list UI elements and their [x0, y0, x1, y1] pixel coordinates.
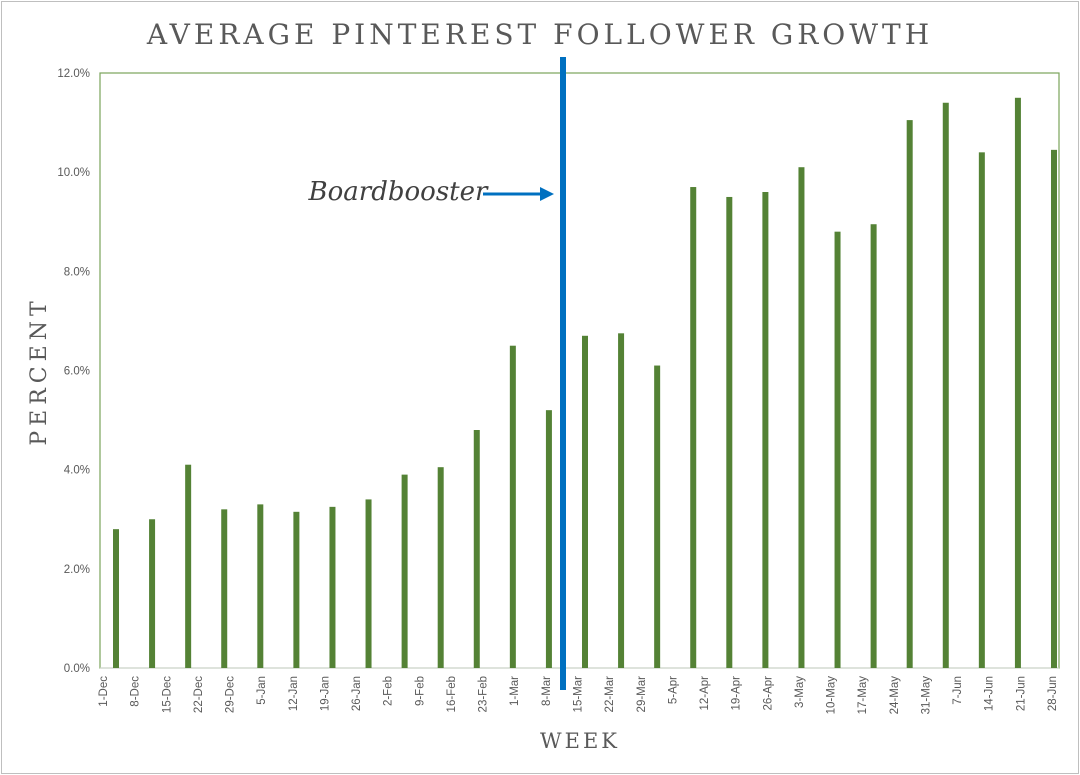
y-axis-label: PERCENT — [27, 296, 52, 445]
y-tick-label: 12.0% — [57, 68, 90, 80]
x-tick-label: 23-Feb — [478, 676, 490, 712]
bar — [293, 511, 300, 668]
bar — [654, 365, 661, 668]
x-tick-label: 10-May — [826, 676, 838, 715]
y-tick-label: 2.0% — [64, 564, 90, 576]
bar — [509, 345, 516, 668]
x-tick-label: 15-Dec — [161, 676, 173, 713]
bar — [545, 410, 552, 668]
bar — [257, 504, 264, 668]
x-tick-label: 16-Feb — [446, 676, 458, 712]
x-tick-label: 26-Apr — [762, 676, 774, 711]
x-tick-label: 12-Jan — [288, 676, 300, 711]
x-tick-label: 14-Jun — [984, 676, 996, 711]
x-tick-label: 7-Jun — [952, 676, 964, 705]
bar — [1051, 149, 1057, 668]
plot-area — [99, 72, 1060, 669]
bar — [401, 474, 408, 668]
bar — [942, 102, 949, 668]
bar — [834, 231, 841, 668]
bar — [185, 464, 192, 668]
chart-title: AVERAGE PINTEREST FOLLOWER GROWTH — [146, 18, 933, 51]
bar — [726, 196, 733, 669]
x-tick-label: 8-Dec — [130, 676, 142, 707]
x-tick-label: 22-Mar — [604, 676, 616, 713]
bar — [618, 333, 625, 668]
x-tick-label: 1-Mar — [509, 676, 521, 706]
bar — [870, 224, 877, 668]
bar — [149, 519, 156, 668]
x-tick-label: 17-May — [857, 676, 869, 715]
arrow-right-icon — [540, 187, 554, 201]
x-tick-label: 21-Jun — [1015, 676, 1027, 711]
x-tick-label: 28-Jun — [1047, 676, 1059, 711]
bar — [906, 120, 913, 668]
x-tick-label: 24-May — [889, 676, 901, 715]
bar — [762, 192, 769, 668]
bar — [365, 499, 372, 668]
x-tick-label: 5-Apr — [667, 676, 679, 704]
bar — [437, 467, 444, 668]
bar — [221, 509, 228, 668]
bar — [690, 187, 697, 668]
bar — [113, 529, 119, 668]
x-tick-label: 5-Jan — [256, 676, 268, 705]
x-axis-label: WEEK — [540, 729, 620, 753]
x-tick-label: 26-Jan — [351, 676, 363, 711]
bar — [473, 430, 480, 668]
x-tick-label: 1-Dec — [98, 676, 110, 707]
x-tick-label: 8-Mar — [541, 676, 553, 706]
x-tick-label: 19-Apr — [731, 676, 743, 711]
x-tick-label: 9-Feb — [414, 676, 426, 706]
bar — [978, 152, 985, 669]
x-tick-label: 12-Apr — [699, 676, 711, 711]
y-tick-label: 6.0% — [64, 366, 90, 378]
bar — [798, 167, 805, 669]
y-tick-label: 8.0% — [64, 266, 90, 278]
bar — [1014, 97, 1021, 668]
x-tick-label: 29-Mar — [636, 676, 648, 713]
x-tick-label: 15-Mar — [573, 676, 585, 713]
y-tick-label: 4.0% — [64, 465, 90, 477]
x-tick-label: 31-May — [920, 676, 932, 715]
y-tick-label: 10.0% — [57, 167, 90, 179]
x-tick-label: 29-Dec — [225, 676, 237, 713]
boardbooster-annotation: Boardbooster — [308, 177, 489, 207]
x-tick-label: 19-Jan — [319, 676, 331, 711]
y-tick-label: 0.0% — [64, 663, 90, 675]
x-tick-label: 3-May — [794, 676, 806, 708]
x-tick-label: 22-Dec — [193, 676, 205, 713]
bar — [582, 335, 588, 668]
bar — [329, 506, 336, 668]
x-tick-label: 2-Feb — [383, 676, 395, 706]
